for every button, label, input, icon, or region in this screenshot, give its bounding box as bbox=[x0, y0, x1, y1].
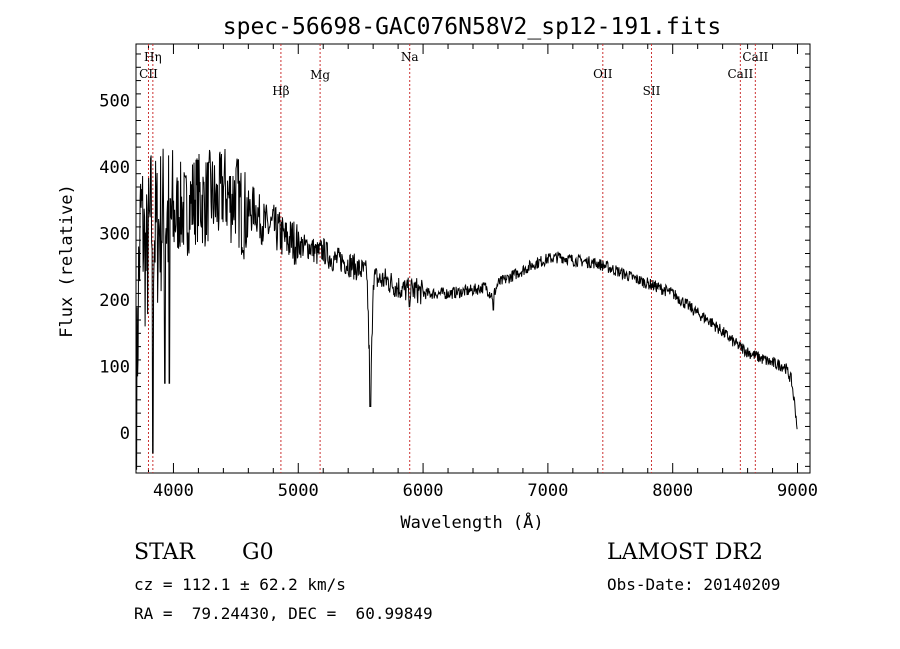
plot-border bbox=[135, 43, 811, 474]
spectral-line-label: OII bbox=[593, 67, 613, 81]
spectral-line-label: CaII bbox=[727, 67, 753, 81]
y-tick-label: 100 bbox=[99, 358, 130, 378]
redshift-cz: cz = 112.1 ± 62.2 km/s bbox=[134, 575, 346, 594]
x-tick-label: 8000 bbox=[652, 481, 693, 501]
y-tick-label: 500 bbox=[99, 92, 130, 112]
y-tick-label: 200 bbox=[99, 291, 130, 311]
x-tick-label: 5000 bbox=[278, 481, 319, 501]
object-subclass: G0 bbox=[242, 540, 274, 565]
survey-name: LAMOST DR2 bbox=[607, 540, 763, 565]
plot-frame bbox=[135, 43, 811, 474]
spectral-line-label: Hβ bbox=[272, 84, 289, 98]
y-tick-label: 300 bbox=[99, 225, 130, 245]
x-tick-label: 7000 bbox=[527, 481, 568, 501]
x-tick-label: 6000 bbox=[403, 481, 444, 501]
x-axis: 4000 5000 6000 7000 8000 9000 bbox=[147, 44, 818, 501]
y-tick-label: 400 bbox=[99, 158, 130, 178]
y-tick-label: 0 bbox=[120, 424, 130, 444]
x-tick-label: 4000 bbox=[153, 481, 194, 501]
chart-title: spec-56698-GAC076N58V2_sp12-191.fits bbox=[223, 14, 722, 40]
x-axis-label: Wavelength (Å) bbox=[400, 511, 543, 533]
y-axis: 0 100 200 300 400 500 bbox=[99, 53, 810, 467]
spectral-line-label: CaII bbox=[742, 50, 768, 64]
spectral-line-markers: Hη CII Hβ Mg Na OII SII CaII CaII bbox=[139, 44, 768, 473]
spectral-line-label: Hη bbox=[144, 50, 162, 64]
spectral-line-label: Na bbox=[401, 50, 419, 64]
x-tick-label: 9000 bbox=[777, 481, 818, 501]
spectral-line-label: Mg bbox=[310, 68, 330, 82]
object-class: STAR bbox=[134, 540, 195, 565]
observation-date: Obs-Date: 20140209 bbox=[607, 575, 781, 594]
y-axis-label: Flux (relative) bbox=[57, 184, 77, 338]
spectrum-series-line bbox=[136, 148, 798, 470]
spectral-line-label: SII bbox=[643, 84, 661, 98]
coordinates: RA = 79.24430, DEC = 60.99849 bbox=[134, 604, 433, 623]
spectral-line-label: CII bbox=[139, 67, 158, 81]
